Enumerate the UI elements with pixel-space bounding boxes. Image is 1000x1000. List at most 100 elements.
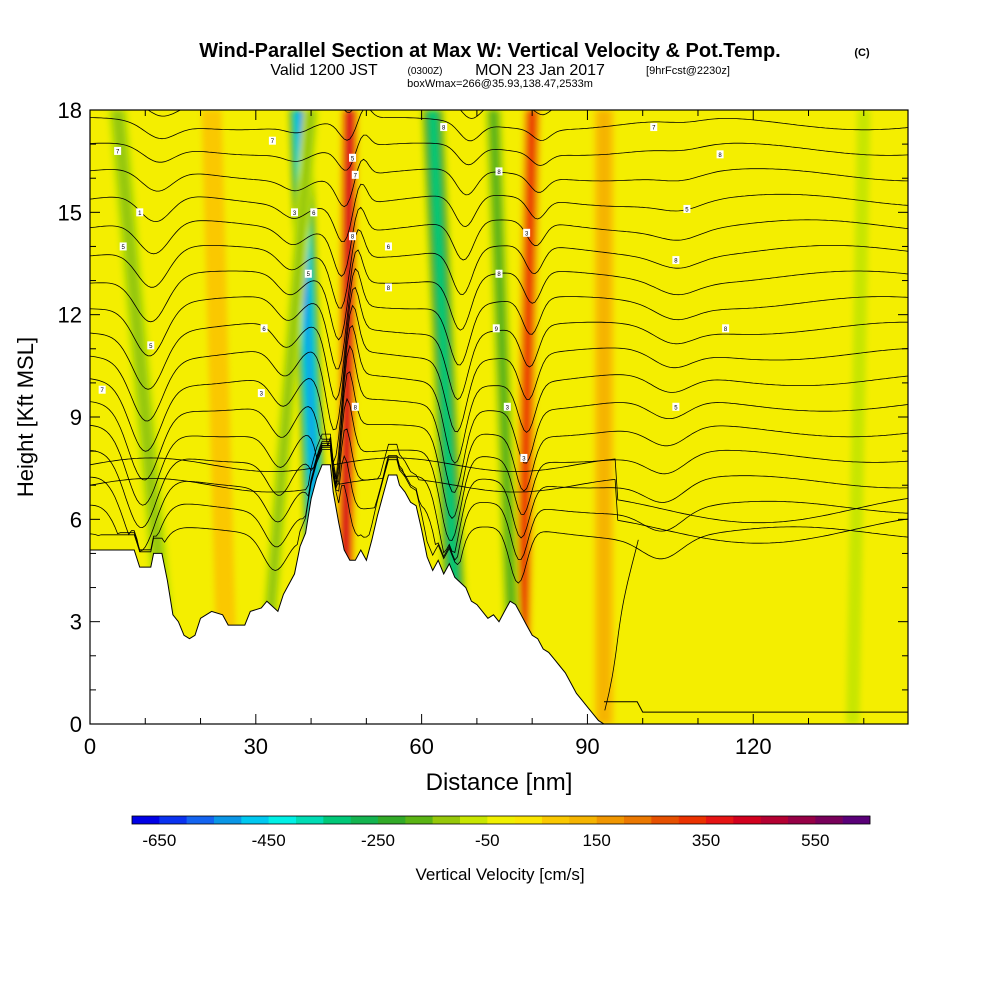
x-tick-label: 0 (84, 734, 96, 759)
theta-label-21: 8 (495, 167, 503, 176)
theta-label-7: 7 (268, 136, 276, 145)
theta-label-box (523, 228, 531, 237)
colorbar-swatch (596, 816, 625, 824)
theta-contour-plume (604, 539, 639, 711)
theta-label-text: 8 (387, 286, 391, 292)
theta-label-box (291, 208, 298, 217)
w-band-7-level-1 (598, 110, 610, 724)
theta-label-text: 3 (522, 456, 526, 462)
theta-label-24: 7 (650, 123, 658, 132)
theta-label-text: 5 (149, 344, 153, 350)
colorbar-swatch (323, 816, 351, 824)
theta-contours (90, 110, 908, 711)
theta-label-box (384, 242, 392, 251)
colorbar-swatch (378, 816, 406, 824)
colorbar-tick-label: -450 (252, 831, 286, 850)
theta-label-22: 3 (520, 453, 528, 462)
theta-label-26: 5 (672, 402, 680, 411)
theta-label-text: 7 (100, 388, 104, 394)
title-text: Wind-Parallel Section at Max W: Vertical… (199, 40, 780, 62)
colorbar-swatch (460, 816, 488, 824)
theta-label-box (349, 232, 357, 241)
terrain-far (604, 701, 908, 713)
colorbar-swatch (214, 816, 242, 824)
theta-label-box (683, 204, 691, 213)
theta-label-text: 9 (495, 327, 499, 333)
colorbar-tick-label: 150 (582, 831, 610, 850)
theta-label-text: 3 (506, 405, 510, 411)
theta-label-text: 8 (674, 259, 678, 265)
theta-label-text: 6 (312, 211, 316, 217)
theta-label-28: 8 (716, 150, 724, 159)
colorbar-swatch (487, 816, 515, 824)
theta-label-box (716, 150, 724, 159)
theta-label-box (672, 256, 680, 265)
y-tick-label: 6 (70, 507, 82, 532)
theta-contour-9 (90, 268, 908, 370)
theta-label-box (114, 146, 122, 155)
theta-label-text: 7 (652, 126, 656, 132)
theta-label-box (268, 136, 276, 145)
chart-subtitle: Valid 1200 JST (0300Z) MON 23 Jan 2017 [… (270, 62, 730, 90)
y-tick-label: 15 (58, 200, 82, 225)
theta-label-text: 3 (260, 392, 264, 398)
theta-contour-7 (90, 304, 908, 433)
x-tick-label: 30 (244, 734, 268, 759)
theta-contour-low-1 (90, 433, 908, 544)
theta-label-text: 5 (351, 156, 355, 162)
y-tick-label: 0 (70, 712, 82, 737)
theta-label-16: 8 (384, 283, 392, 292)
colorbar-swatch (186, 816, 215, 824)
y-tick-label: 3 (70, 610, 82, 635)
theta-contour-16 (90, 110, 908, 142)
theta-contour-6 (90, 325, 908, 464)
theta-contour-4 (90, 371, 908, 520)
theta-contour-1 (90, 447, 908, 561)
theta-contour-low-0 (90, 445, 908, 524)
theta-label-box (98, 385, 106, 394)
theta-label-text: 6 (262, 327, 266, 333)
theta-label-text: 8 (718, 153, 722, 159)
colorbar-swatch (788, 816, 816, 824)
theta-label-text: 8 (351, 235, 355, 241)
subtitle-date: MON 23 Jan 2017 (475, 62, 605, 79)
theta-label-text: 3 (293, 211, 297, 217)
theta-label-box (147, 341, 155, 350)
theta-label-box (310, 208, 318, 217)
theta-label-25: 5 (683, 204, 691, 213)
colorbar-tick-label: 350 (692, 831, 720, 850)
colorbar-tick-label: -650 (142, 831, 176, 850)
colorbar-swatch (842, 816, 871, 824)
theta-label-text: 5 (121, 245, 125, 251)
theta-label-box (492, 324, 500, 333)
colorbar-swatch (760, 816, 789, 824)
theta-label-text: 8 (354, 405, 358, 411)
w-band-2-level-5 (429, 110, 464, 724)
theta-contour-0 (90, 449, 908, 584)
theta-label-23: 3 (523, 228, 531, 237)
theta-label-17: 8 (440, 123, 448, 132)
theta-label-11: 8 (351, 402, 359, 411)
theta-label-text: 5 (307, 272, 311, 278)
theta-label-box (351, 402, 359, 411)
theta-label-text: 7 (271, 139, 275, 145)
theta-label-box (495, 167, 503, 176)
theta-label-18: 8 (495, 269, 503, 278)
w-band-3-level-5 (518, 110, 535, 724)
theta-label-text: 8 (497, 272, 501, 278)
theta-label-text: 6 (387, 245, 391, 251)
theta-label-4: 7 (114, 146, 122, 155)
theta-label-box (257, 389, 265, 398)
theta-label-19: 9 (492, 324, 500, 333)
colorbar-tick-label: -50 (475, 831, 500, 850)
plot-area: 7 5 5 1 7 3 6 7 3 5 6 8 8 5 7 6 8 8 8 9 3 8 3 3 7 5 5 8 8 8 (90, 110, 908, 724)
colorbar-swatch (514, 816, 543, 824)
theta-contour-12 (90, 206, 908, 277)
subtitle-utc: (0300Z) (407, 66, 442, 77)
y-tick-label: 9 (70, 405, 82, 430)
theta-contour-11 (90, 229, 908, 309)
theta-label-text: 1 (138, 211, 142, 217)
y-tick-label: 18 (58, 98, 82, 123)
colorbar-swatch (159, 816, 187, 824)
